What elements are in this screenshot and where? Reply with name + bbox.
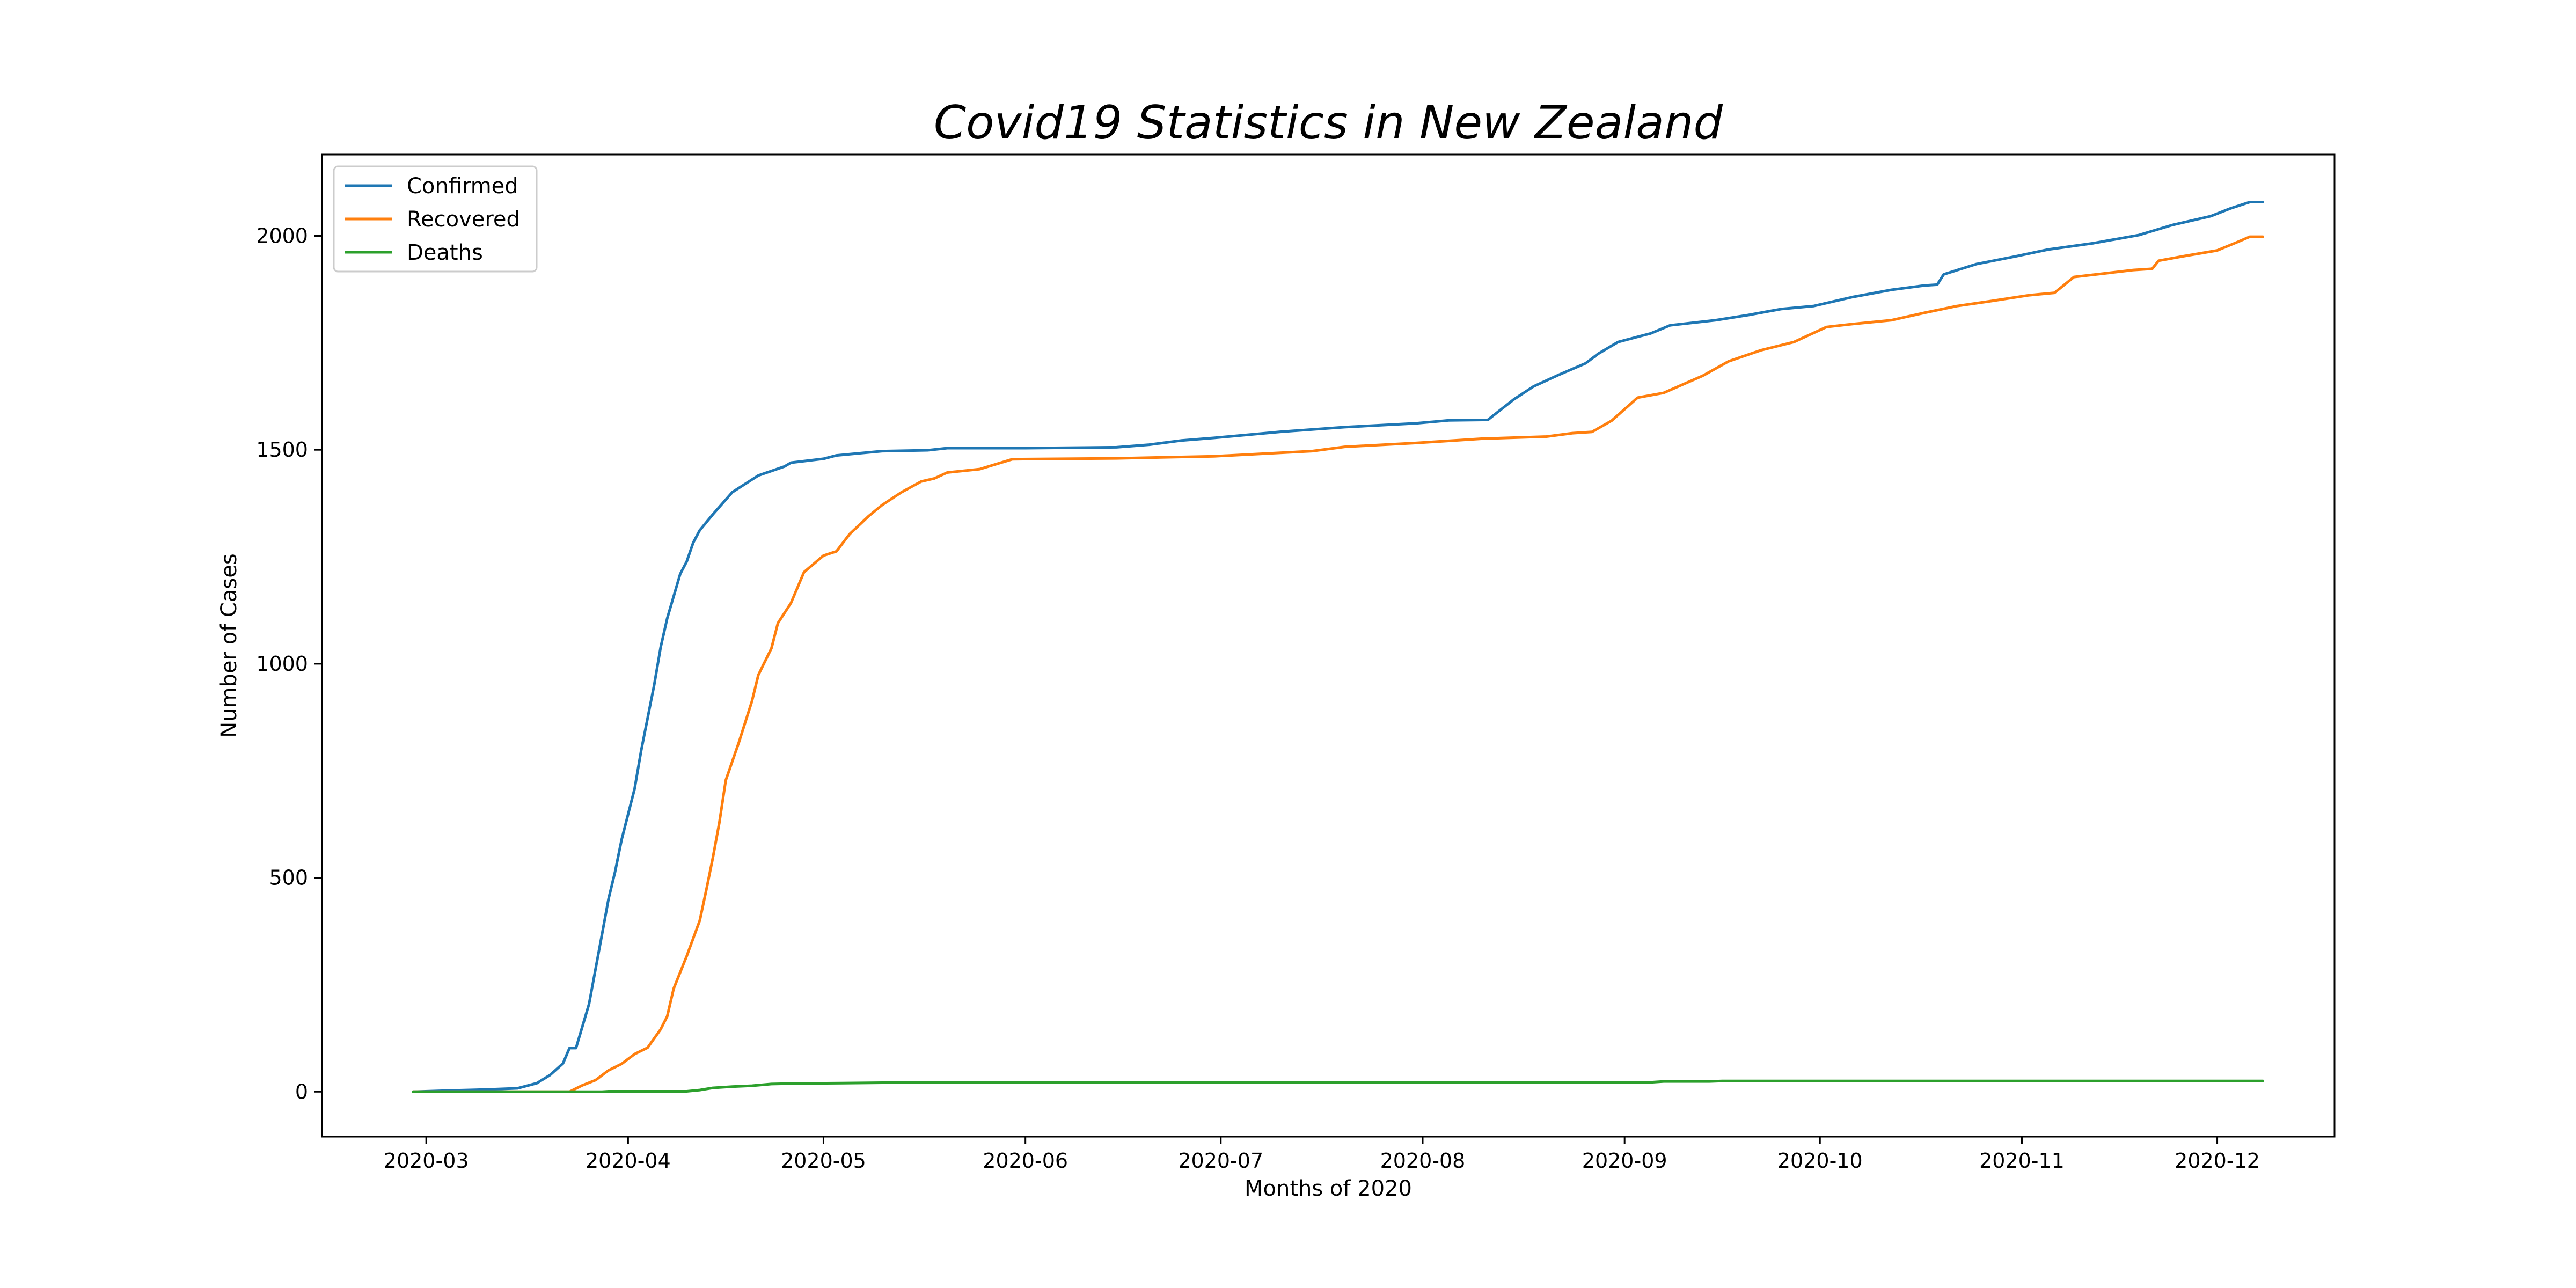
legend-label-recovered: Recovered: [407, 207, 520, 232]
x-tick-label: 2020-03: [384, 1149, 469, 1173]
x-axis: 2020-03 2020-04 2020-05 2020-06 2020-07 2020-…: [384, 1137, 2260, 1173]
x-tick-label: 2020-06: [983, 1149, 1068, 1173]
x-tick-label: 2020-08: [1380, 1149, 1466, 1173]
y-axis-label: Number of Cases: [217, 553, 241, 737]
x-tick-label: 2020-11: [1979, 1149, 2065, 1173]
legend: Confirmed Recovered Deaths: [333, 165, 538, 273]
legend-label-deaths: Deaths: [407, 240, 483, 265]
legend-box: [333, 165, 538, 273]
y-tick-label: 2000: [256, 224, 308, 248]
y-tick-label: 500: [269, 866, 308, 890]
x-axis-label: Months of 2020: [1245, 1176, 1412, 1201]
x-tick-label: 2020-04: [586, 1149, 671, 1173]
series-line-deaths: [412, 1079, 2264, 1093]
plot-area: [412, 201, 2264, 1093]
x-tick-label: 2020-09: [1582, 1149, 1667, 1173]
y-axis: 0 500 1000 1500 2000: [256, 224, 322, 1103]
y-tick-label: 1500: [256, 438, 308, 462]
series-line-recovered: [412, 235, 2264, 1093]
chart-title: Covid19 Statistics in New Zealand: [934, 96, 1723, 150]
y-tick-label: 0: [295, 1080, 308, 1103]
legend-label-confirmed: Confirmed: [407, 174, 518, 199]
y-tick-label: 1000: [256, 652, 308, 676]
plot-frame: [321, 153, 2336, 1138]
x-tick-label: 2020-12: [2175, 1149, 2260, 1173]
x-tick-label: 2020-07: [1178, 1149, 1263, 1173]
series-line-confirmed: [412, 201, 2264, 1093]
x-tick-label: 2020-05: [781, 1149, 866, 1173]
x-tick-label: 2020-10: [1777, 1149, 1863, 1173]
